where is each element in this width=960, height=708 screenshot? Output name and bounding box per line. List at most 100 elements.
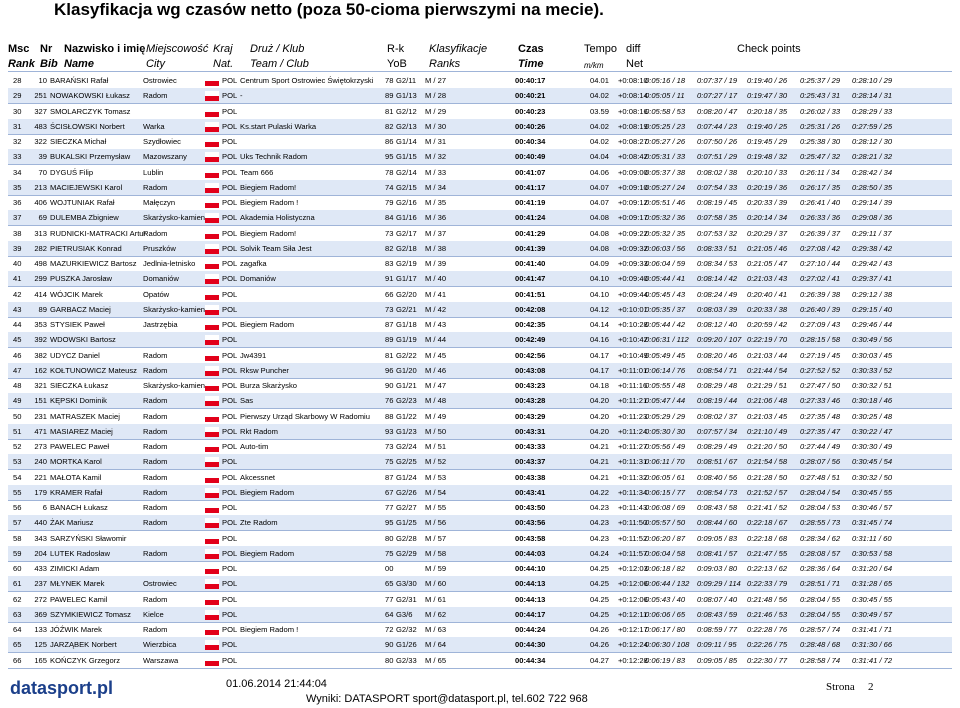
time: 00:43:33: [515, 442, 546, 451]
checkpoint: 0:20:19 / 36: [747, 182, 788, 192]
checkpoint: 0:31:20 / 64: [852, 564, 893, 573]
tempo: 04.20: [590, 396, 610, 406]
flag-icon: [205, 137, 219, 147]
nat: POL: [222, 411, 238, 421]
team: Zte Radom: [240, 518, 278, 528]
diff: +0:11:27: [618, 442, 648, 451]
checkpoint: 0:07:44 / 23: [697, 121, 738, 131]
class-rank: M / 60: [425, 579, 447, 589]
table-row: 35 213 MACIEJEWSKI Karol Radom POL Biegiem Ra…: [8, 179, 952, 196]
city: Radom: [143, 365, 168, 375]
rank: 49: [13, 396, 22, 406]
bib: 299: [34, 274, 47, 284]
team: Biegiem Radom !: [240, 625, 299, 634]
time: 00:43:38: [515, 472, 546, 482]
rank: 44: [13, 320, 22, 329]
checkpoint: 0:21:28 / 50: [747, 472, 788, 482]
checkpoint: 0:28:04 / 55: [800, 594, 841, 604]
checkpoint: 0:19:48 / 32: [747, 152, 788, 162]
tempo: 04.23: [590, 518, 610, 528]
checkpoint: 0:21:03 / 43: [747, 274, 788, 284]
nat: POL: [222, 121, 238, 131]
checkpoint: 0:28:50 / 35: [852, 182, 893, 192]
flag-icon: [205, 91, 219, 102]
table-row: 31 483 ŚCISŁOWSKI Norbert Warka POL Ks.start …: [8, 118, 952, 135]
checkpoint: 0:20:29 / 37: [747, 228, 788, 238]
city: Kielce: [143, 609, 164, 619]
flag-icon: [205, 167, 219, 178]
checkpoint: 0:09:29 / 114: [697, 579, 741, 589]
checkpoint: 0:08:29 / 49: [697, 442, 738, 451]
checkpoint: 0:28:08 / 57: [800, 548, 841, 558]
diff: +0:11:52: [618, 533, 648, 543]
yob: 81: [385, 350, 394, 360]
category: G2/24: [396, 442, 417, 451]
team: Biegiem Radom: [240, 320, 295, 329]
tempo: 04.17: [590, 365, 610, 375]
name: SMOLARCZYK Tomasz: [50, 106, 131, 116]
category: G2/32: [396, 625, 417, 634]
class-rank: M / 36: [425, 213, 447, 223]
header-name: Nazwisko i imię: [64, 43, 146, 55]
category: G1/16: [396, 213, 417, 223]
checkpoint: 0:28:42 / 34: [852, 167, 893, 177]
checkpoint: 0:29:42 / 43: [852, 259, 893, 268]
bib: 282: [34, 243, 47, 253]
flag-icon: [205, 152, 219, 163]
city: Radom: [143, 472, 168, 482]
yob: 87: [385, 320, 394, 329]
checkpoint: 0:31:28 / 65: [852, 579, 893, 589]
flag-icon: [205, 106, 219, 117]
diff: +0:12:24: [618, 640, 648, 650]
class-rank: M / 49: [425, 411, 447, 421]
name: BARAŃSKI Rafał: [50, 76, 109, 85]
bib: 165: [34, 655, 47, 665]
category: G2/11: [396, 76, 417, 85]
checkpoint: 0:08:33 / 51: [697, 243, 738, 253]
nat: POL: [222, 365, 238, 375]
bib: 406: [34, 198, 47, 207]
bib: 125: [34, 640, 47, 650]
flag-icon: [205, 289, 219, 300]
tempo: 04.22: [590, 487, 610, 497]
diff: +0:11:34: [618, 487, 648, 497]
rank: 64: [13, 625, 22, 634]
nat: POL: [222, 274, 238, 284]
city: Radom: [143, 442, 168, 451]
bib: 70: [38, 167, 47, 177]
category: G2/22: [396, 350, 417, 360]
checkpoint: 0:28:48 / 68: [800, 640, 841, 650]
bib: 69: [38, 213, 47, 223]
tempo: 04.25: [590, 594, 610, 604]
time: 00:40:17: [515, 76, 546, 85]
class-rank: M / 37: [425, 228, 447, 238]
checkpoint: 0:26:40 / 39: [800, 304, 841, 314]
diff: +0:11:16: [618, 381, 648, 390]
rank: 37: [13, 213, 22, 223]
flag-icon: [205, 381, 219, 391]
table-row: 48 321 SIECZKA Łukasz Skarżysko-kamien POL Bu…: [8, 378, 952, 394]
flag-icon: [205, 442, 219, 452]
time: 00:43:08: [515, 365, 546, 375]
rank: 42: [13, 289, 22, 299]
city: Szydłowiec: [143, 137, 181, 146]
time: 00:42:49: [515, 335, 546, 345]
header-yob: YoB: [387, 58, 407, 70]
class-rank: M / 52: [425, 457, 447, 467]
class-rank: M / 64: [425, 640, 447, 650]
name: MORTKA Karol: [50, 457, 102, 467]
table-row: 50 231 MATRASZEK Maciej Radom POL Pierwszy Ur…: [8, 409, 952, 425]
yob: 00: [385, 564, 394, 573]
team: Biegiem Radom: [240, 487, 295, 497]
nat: POL: [222, 533, 238, 543]
city: Radom: [143, 426, 168, 436]
checkpoint: 0:30:18 / 46: [852, 396, 893, 406]
class-rank: M / 59: [425, 564, 447, 573]
table-row: 37 69 DULEMBA Zbigniew Skarżysko-kamien POL A…: [8, 210, 952, 227]
rank: 50: [13, 411, 22, 421]
team: Auto-tim: [240, 442, 269, 451]
category: G2/23: [396, 396, 417, 406]
checkpoint: 0:05:32 / 35: [645, 228, 686, 238]
checkpoint: 0:20:33 / 38: [747, 304, 788, 314]
yob: 67: [385, 487, 394, 497]
